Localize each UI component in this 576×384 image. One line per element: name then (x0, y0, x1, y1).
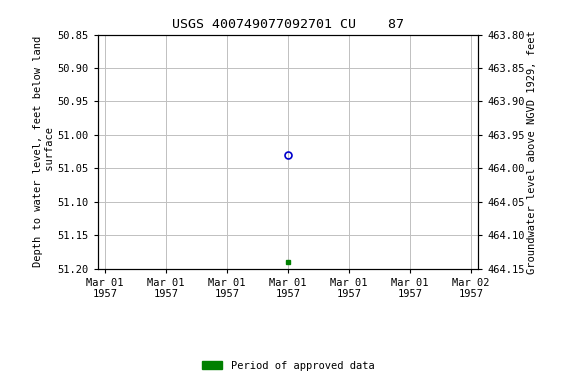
Legend: Period of approved data: Period of approved data (198, 357, 378, 375)
Y-axis label: Depth to water level, feet below land
 surface: Depth to water level, feet below land su… (33, 36, 55, 267)
Y-axis label: Groundwater level above NGVD 1929, feet: Groundwater level above NGVD 1929, feet (528, 30, 537, 273)
Title: USGS 400749077092701 CU    87: USGS 400749077092701 CU 87 (172, 18, 404, 31)
